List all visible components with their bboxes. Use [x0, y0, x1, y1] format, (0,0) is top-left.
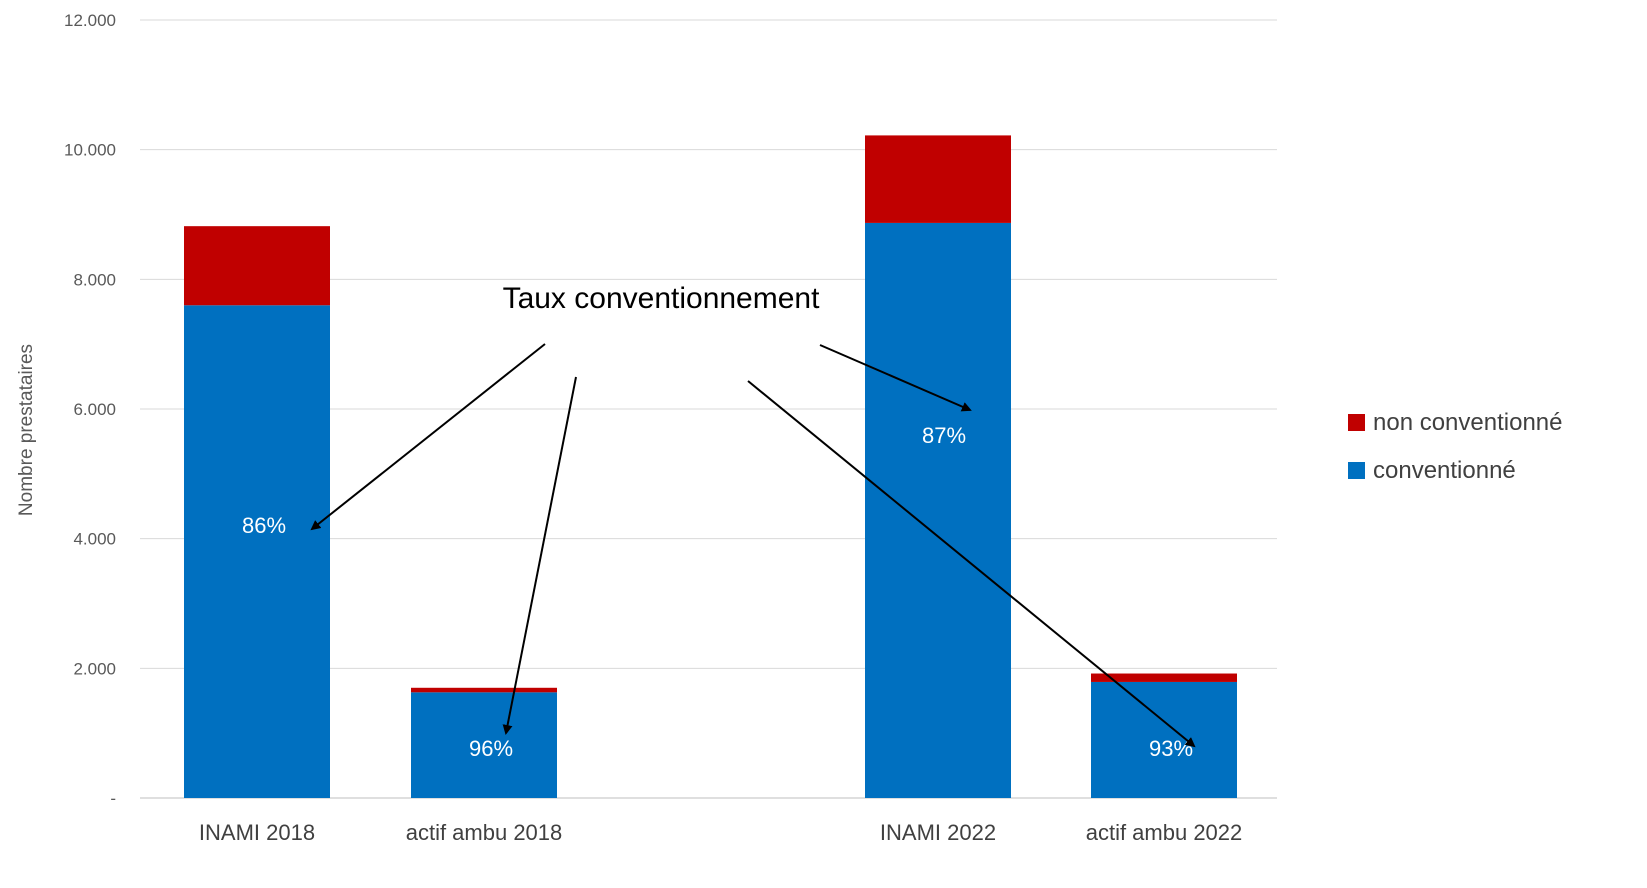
y-axis-label: Nombre prestataires	[16, 344, 37, 516]
annotation-arrow	[310, 343, 546, 531]
x-category-label: INAMI 2018	[199, 820, 315, 845]
data-label-actif-ambu-2018: 96%	[469, 736, 513, 761]
x-category-label: actif ambu 2022	[1086, 820, 1243, 845]
annotation-arrows	[310, 343, 1196, 748]
bar-non-conventionne-inami-2022	[865, 135, 1011, 223]
y-tick-label: 12.000	[64, 11, 116, 30]
y-axis-ticks: - 2.000 4.000 6.000 8.000 10.000 12.000	[64, 11, 116, 808]
annotation-arrow	[819, 344, 972, 412]
legend-swatch-non-conventionne	[1348, 414, 1365, 431]
bar-conventionne-inami-2018	[184, 305, 330, 798]
bar-conventionne-actif-ambu-2022	[1091, 681, 1237, 798]
y-tick-label: 2.000	[73, 659, 116, 678]
legend-swatch-conventionne	[1348, 462, 1365, 479]
annotation-arrow	[502, 376, 577, 735]
legend-label-conventionne: conventionné	[1373, 457, 1516, 484]
legend: non conventionné conventionné	[1348, 409, 1563, 484]
y-tick-label: -	[110, 789, 116, 808]
bar-non-conventionne-inami-2018	[184, 226, 330, 306]
data-label-inami-2018: 86%	[242, 513, 286, 538]
y-tick-label: 4.000	[73, 530, 116, 549]
bar-conventionne-actif-ambu-2018	[411, 692, 557, 798]
y-tick-label: 8.000	[73, 270, 116, 289]
legend-label-non-conventionne: non conventionné	[1373, 409, 1563, 436]
bars	[184, 135, 1237, 798]
bar-non-conventionne-actif-ambu-2018	[411, 687, 557, 693]
bar-non-conventionne-actif-ambu-2022	[1091, 673, 1237, 682]
data-label-inami-2022: 87%	[922, 423, 966, 448]
bar-conventionne-inami-2022	[865, 222, 1011, 798]
y-tick-label: 6.000	[73, 400, 116, 419]
data-labels: 86%96%87%93%	[242, 423, 1193, 761]
x-category-label: actif ambu 2018	[406, 820, 563, 845]
annotation-text: Taux conventionnement	[503, 282, 821, 315]
y-tick-label: 10.000	[64, 141, 116, 160]
x-category-label: INAMI 2022	[880, 820, 996, 845]
x-axis-categories: INAMI 2018 actif ambu 2018 INAMI 2022 actif…	[199, 820, 1242, 845]
annotation-arrow	[747, 380, 1196, 748]
